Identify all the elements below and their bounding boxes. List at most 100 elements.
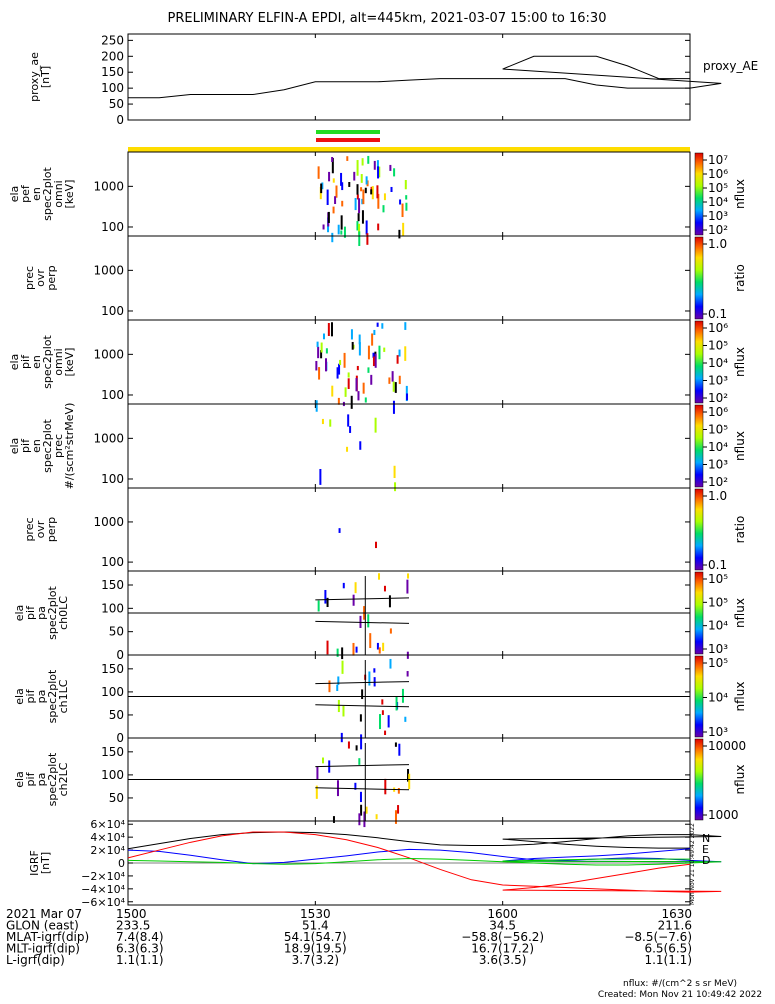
spectrogram-cell <box>341 200 344 207</box>
colorbar-tick-label: 10³ <box>708 725 728 739</box>
spectrogram-cell <box>337 676 340 685</box>
spectrogram-cell <box>391 371 394 382</box>
spectrogram-cell <box>407 769 410 782</box>
y-tick-label: 100 <box>101 685 124 699</box>
spectrogram-cell <box>390 186 393 193</box>
y-tick-label: 4×10⁴ <box>90 831 125 844</box>
y-axis-label: ela <box>13 771 26 788</box>
colorbar-tick-label: 10⁵ <box>708 339 728 353</box>
spectrogram-cell <box>401 688 404 703</box>
y-tick-label: 1000 <box>93 347 124 361</box>
spectrogram-cell <box>364 187 367 194</box>
spectrogram-cell <box>347 741 350 749</box>
spectrogram-cell <box>407 573 410 579</box>
spectrogram-cell <box>322 333 325 340</box>
footer-value: 3.7(3.2) <box>292 953 340 967</box>
spectrogram-cell <box>394 742 397 747</box>
y-tick-label: 150 <box>101 578 124 592</box>
colorbar-tick-label: 10000 <box>708 739 746 753</box>
spectrogram-cell <box>363 811 366 828</box>
spectrogram-cell <box>316 766 319 780</box>
colorbar-tick-label: 10³ <box>708 374 728 388</box>
spectrogram-cell <box>346 446 349 452</box>
igrf-series-n <box>127 831 722 850</box>
spectrogram-cell <box>330 322 333 337</box>
spectrogram-cell <box>375 814 378 820</box>
spectrogram-cell <box>370 374 373 385</box>
colorbar-tick-label: 1.0 <box>708 489 727 503</box>
y-tick-label: 1000 <box>93 263 124 277</box>
spectrogram-cell <box>401 203 404 218</box>
spectrogram-cell <box>320 342 323 353</box>
y-axis-label: spec2plot <box>41 419 54 473</box>
panel-frame-prec_ovr_perp_1 <box>127 235 691 321</box>
colorbar-tick-label: 10³ <box>708 209 728 223</box>
spectrogram-cell <box>358 198 361 214</box>
spectrogram-cell <box>383 347 386 352</box>
spectrogram-cell <box>358 758 361 765</box>
colorbar-tick-label: 10⁶ <box>708 321 728 335</box>
y-tick-label: 250 <box>101 33 124 47</box>
y-axis-label: [keV] <box>63 180 76 209</box>
spectrogram-cell <box>365 176 368 185</box>
spectrogram-cell <box>334 196 337 204</box>
spectrogram-cell <box>376 185 379 199</box>
colorbar-tick-label: 10⁷ <box>708 153 728 167</box>
y-axis-label: ela <box>8 438 21 455</box>
y-axis-label: [keV] <box>63 348 76 377</box>
panel-frame-elfin_perp_omni <box>127 151 691 237</box>
y-tick-label: 100 <box>101 555 124 569</box>
y-tick-label: 150 <box>101 745 124 759</box>
spectrogram-cell <box>325 358 328 372</box>
spectrogram-cell <box>325 348 328 354</box>
spectrogram-cell <box>355 646 358 653</box>
spectrogram-cell <box>377 223 380 231</box>
y-tick-label: 200 <box>101 49 124 63</box>
y-tick-label: 50 <box>109 97 124 111</box>
spectrogram-cell <box>398 743 401 756</box>
y-tick-label: 50 <box>109 791 124 805</box>
status-bar-green <box>316 130 380 134</box>
igrf-legend-d: D <box>702 854 710 867</box>
spectrogram-cell <box>358 334 361 345</box>
igrf-series-d <box>127 831 722 893</box>
spectrogram-cell <box>373 677 376 687</box>
spectrogram-cell <box>342 705 345 717</box>
footer-label: GLON (east) <box>6 919 79 933</box>
colorbar-tick-label: 10⁴ <box>708 619 728 633</box>
spectrogram-cell <box>339 359 342 366</box>
y-axis-label: ela <box>13 605 26 622</box>
y-axis-label: prec <box>23 266 36 290</box>
spectrogram-cell <box>317 346 320 359</box>
spectrogram-cell <box>317 166 320 179</box>
y-tick-label: 100 <box>101 304 124 318</box>
colorbar-tick-label: 1.0 <box>708 237 727 251</box>
spectrogram-cell <box>359 714 362 722</box>
spectrogram-cell <box>318 367 321 380</box>
spectrogram-cell <box>367 155 370 164</box>
y-tick-label: 1000 <box>93 515 124 529</box>
y-tick-label: 150 <box>101 662 124 676</box>
spectrogram-cell <box>317 600 320 612</box>
loss-cone-line <box>315 620 410 624</box>
y-tick-label: 50 <box>109 708 124 722</box>
loss-cone-line <box>315 681 410 685</box>
footer-value: 34.5 <box>489 919 516 933</box>
spectrogram-cell <box>394 810 397 824</box>
spectrogram-cell <box>372 352 375 358</box>
y-axis-label: pif <box>19 354 32 369</box>
spectrogram-cell <box>405 195 408 200</box>
spectrogram-cell <box>404 716 407 722</box>
spectrogram-cell <box>406 671 409 677</box>
spectrogram-cell <box>395 696 398 711</box>
footer-value: 18.9(19.5) <box>284 942 347 956</box>
spectrogram-cell <box>337 699 340 713</box>
y-tick-label: 0 <box>118 857 125 870</box>
y-axis-label: pef <box>19 184 32 203</box>
spectrogram-cell <box>361 198 364 205</box>
panel-frame-proxy_ae <box>127 33 691 121</box>
spectrogram-cell <box>335 185 338 198</box>
y-axis-label: pif <box>19 438 32 453</box>
y-axis-label: [nT] <box>39 66 52 88</box>
y-axis-label: spec2plot <box>46 669 59 723</box>
